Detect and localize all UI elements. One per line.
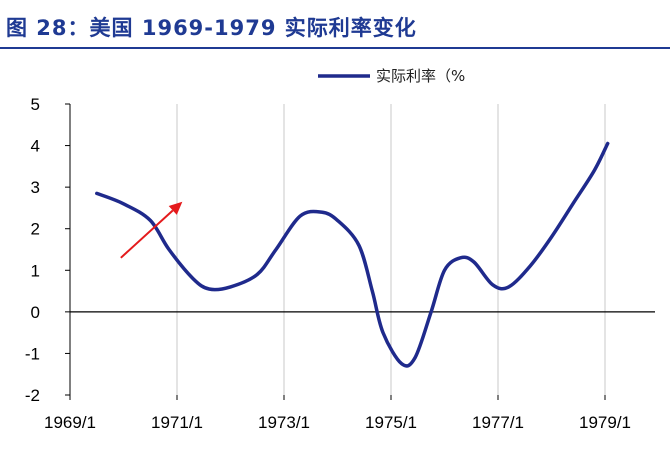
title-rule [0,47,670,49]
y-tick-label: 2 [31,220,40,239]
x-tick-label: 1979/1 [579,413,631,432]
chart-title: 图 28：美国 1969-1979 实际利率变化 [6,16,417,40]
series-layer [95,141,610,368]
annotation-arrow-shaft [120,209,174,259]
x-tick-label: 1975/1 [365,413,417,432]
y-axis-ticks: 5 4 3 2 1 0 -1 -2 [25,95,70,405]
legend: 实际利率（% [318,67,465,85]
legend-label: 实际利率（% [376,67,465,85]
x-axis-ticks: 1969/1 1971/1 1973/1 1975/1 1977/1 1979/1 [44,395,631,432]
y-tick-label: 3 [31,178,40,197]
series-line-real-rate [95,141,610,368]
y-tick-label: 4 [31,137,40,156]
y-tick-label: 0 [31,303,40,322]
y-tick-label: 5 [31,95,40,114]
x-tick-label: 1973/1 [258,413,310,432]
annotation-arrow-head [168,201,183,215]
axes [69,104,655,395]
annotation-layer [120,201,183,259]
y-tick-label: 1 [31,261,40,280]
x-tick-label: 1971/1 [151,413,203,432]
x-tick-label: 1977/1 [472,413,524,432]
y-tick-label: -1 [25,344,40,363]
y-tick-label: -2 [25,386,40,405]
x-tick-label: 1969/1 [44,413,96,432]
